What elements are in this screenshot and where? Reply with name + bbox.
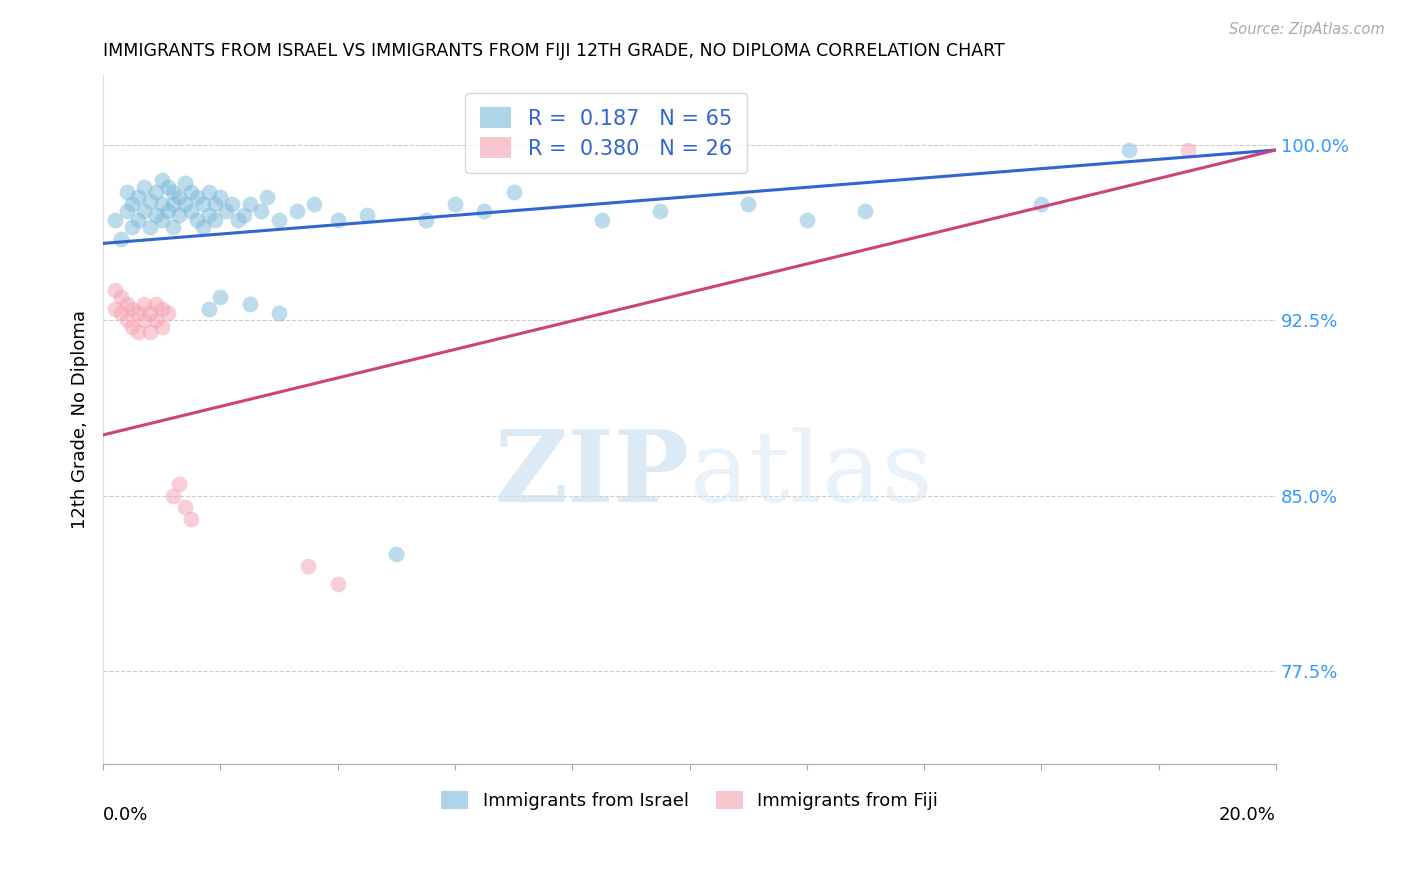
Point [737, 196, 759, 211]
Point [162, 220, 184, 235]
Point [385, 547, 408, 561]
Point [169, 477, 191, 491]
Point [326, 577, 349, 591]
Point [180, 203, 202, 218]
Point [145, 185, 167, 199]
Point [267, 213, 290, 227]
Point [297, 558, 319, 573]
Point [256, 189, 278, 203]
Point [204, 196, 226, 211]
Point [110, 290, 132, 304]
Point [115, 185, 138, 199]
Point [115, 203, 138, 218]
Point [180, 512, 202, 526]
Point [226, 213, 249, 227]
Point [162, 185, 184, 199]
Point [191, 196, 214, 211]
Point [150, 213, 173, 227]
Point [186, 213, 208, 227]
Text: 0.0%: 0.0% [103, 805, 149, 823]
Point [186, 189, 208, 203]
Point [302, 196, 325, 211]
Point [162, 196, 184, 211]
Point [139, 306, 162, 320]
Point [415, 213, 437, 227]
Point [115, 297, 138, 311]
Point [110, 232, 132, 246]
Text: Source: ZipAtlas.com: Source: ZipAtlas.com [1229, 22, 1385, 37]
Point [215, 203, 238, 218]
Point [204, 213, 226, 227]
Point [285, 203, 308, 218]
Point [221, 196, 243, 211]
Point [472, 203, 495, 218]
Text: ZIP: ZIP [495, 426, 689, 524]
Point [232, 208, 254, 222]
Point [150, 301, 173, 316]
Point [104, 283, 127, 297]
Text: IMMIGRANTS FROM ISRAEL VS IMMIGRANTS FROM FIJI 12TH GRADE, NO DIPLOMA CORRELATIO: IMMIGRANTS FROM ISRAEL VS IMMIGRANTS FRO… [103, 42, 1005, 60]
Point [796, 213, 818, 227]
Point [250, 203, 273, 218]
Point [191, 220, 214, 235]
Point [115, 313, 138, 327]
Point [134, 313, 156, 327]
Point [145, 208, 167, 222]
Point [134, 297, 156, 311]
Point [145, 297, 167, 311]
Text: atlas: atlas [689, 427, 932, 523]
Point [650, 203, 672, 218]
Point [1031, 196, 1053, 211]
Point [121, 196, 143, 211]
Point [197, 185, 219, 199]
Point [326, 213, 349, 227]
Point [180, 185, 202, 199]
Point [169, 208, 191, 222]
Point [239, 297, 262, 311]
Point [356, 208, 378, 222]
Point [150, 173, 173, 187]
Point [174, 500, 197, 515]
Point [139, 220, 162, 235]
Point [156, 306, 179, 320]
Point [127, 189, 149, 203]
Point [267, 306, 290, 320]
Point [1177, 143, 1199, 157]
Point [127, 213, 149, 227]
Point [197, 301, 219, 316]
Point [127, 306, 149, 320]
Point [104, 301, 127, 316]
Point [197, 208, 219, 222]
Point [162, 489, 184, 503]
Legend: Immigrants from Israel, Immigrants from Fiji: Immigrants from Israel, Immigrants from … [434, 783, 945, 817]
Point [209, 290, 232, 304]
Point [174, 196, 197, 211]
Point [150, 196, 173, 211]
Text: 20.0%: 20.0% [1219, 805, 1277, 823]
Point [139, 194, 162, 209]
Point [110, 306, 132, 320]
Point [174, 176, 197, 190]
Point [150, 320, 173, 334]
Point [444, 196, 467, 211]
Point [239, 196, 262, 211]
Point [156, 203, 179, 218]
Point [502, 185, 524, 199]
Point [855, 203, 877, 218]
Point [139, 325, 162, 339]
Point [134, 203, 156, 218]
Point [134, 180, 156, 194]
Point [121, 220, 143, 235]
Point [104, 213, 127, 227]
Point [1118, 143, 1140, 157]
Point [127, 325, 149, 339]
Point [209, 189, 232, 203]
Point [121, 301, 143, 316]
Point [169, 189, 191, 203]
Y-axis label: 12th Grade, No Diploma: 12th Grade, No Diploma [72, 310, 89, 529]
Point [145, 313, 167, 327]
Point [121, 320, 143, 334]
Point [156, 180, 179, 194]
Point [591, 213, 613, 227]
